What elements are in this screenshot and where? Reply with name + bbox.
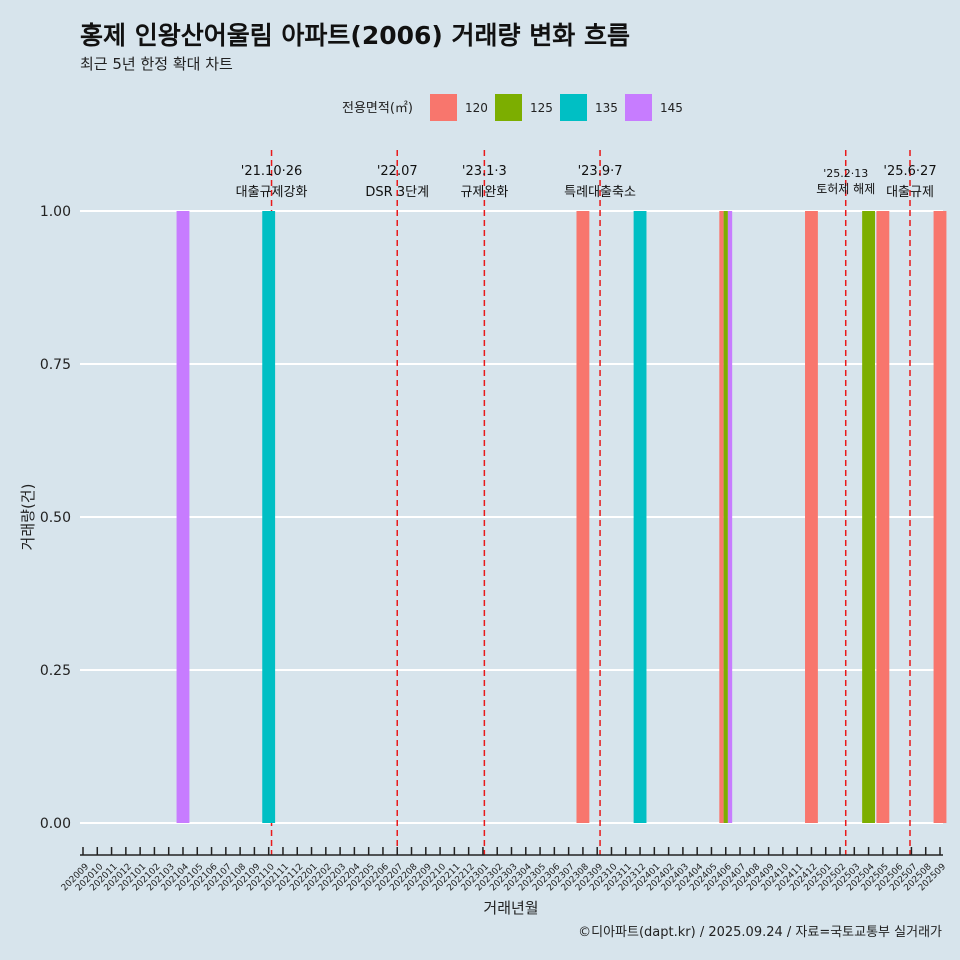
- source-caption: ©디아파트(dapt.kr) / 2025.09.24 / 자료=국토교통부 실…: [578, 925, 942, 940]
- legend-title: 전용면적(㎡): [342, 101, 413, 116]
- bar-145-202104: [176, 211, 190, 823]
- event-name-label: 대출규제강화: [236, 185, 308, 200]
- bar-135-202312: [633, 211, 647, 823]
- bar-125-202504: [862, 211, 876, 823]
- bar-120-202308: [576, 211, 590, 823]
- legend-label-145: 145: [660, 101, 683, 115]
- event-name-label: 대출규제: [886, 185, 934, 200]
- chart-title: 홍제 인왕산어울림 아파트(2006) 거래량 변화 흐름: [80, 21, 630, 50]
- y-tick-label: 0.75: [40, 357, 71, 373]
- bar-135-202110: [262, 211, 276, 823]
- legend-swatch-145: [625, 94, 652, 121]
- y-tick-label: 0.00: [40, 816, 71, 832]
- bar-120-202412: [805, 211, 818, 823]
- event-name-label: DSR 3단계: [365, 185, 429, 200]
- y-tick-label: 1.00: [40, 204, 71, 220]
- chart-subtitle: 최근 5년 한정 확대 차트: [80, 55, 233, 73]
- event-date-label: '25.2·13: [823, 167, 868, 180]
- event-name-label: 특례대출축소: [564, 185, 636, 200]
- event-date-label: '25.6·27: [883, 164, 936, 179]
- legend-swatch-125: [495, 94, 522, 121]
- x-axis-title: 거래년월: [483, 899, 538, 917]
- event-name-label: 토허제 해제: [816, 182, 875, 196]
- bar-145-202406: [727, 211, 733, 823]
- event-date-label: '22.07: [377, 164, 418, 179]
- y-axis-title: 거래량(건): [19, 484, 37, 551]
- legend-label-120: 120: [465, 101, 488, 115]
- event-name-label: 규제완화: [460, 185, 508, 200]
- legend-swatch-120: [430, 94, 457, 121]
- bar-120-202406: [719, 211, 724, 823]
- legend-label-135: 135: [595, 101, 618, 115]
- y-tick-label: 0.25: [40, 663, 71, 679]
- bar-120-202505: [876, 211, 890, 823]
- event-date-label: '23.9·7: [578, 164, 623, 179]
- bar-125-202406: [723, 211, 728, 823]
- event-date-label: '23.1·3: [462, 164, 507, 179]
- event-date-label: '21.10·26: [241, 164, 302, 179]
- y-tick-label: 0.50: [40, 510, 71, 526]
- bar-120-202509: [933, 211, 947, 823]
- legend-label-125: 125: [530, 101, 553, 115]
- legend-swatch-135: [560, 94, 587, 121]
